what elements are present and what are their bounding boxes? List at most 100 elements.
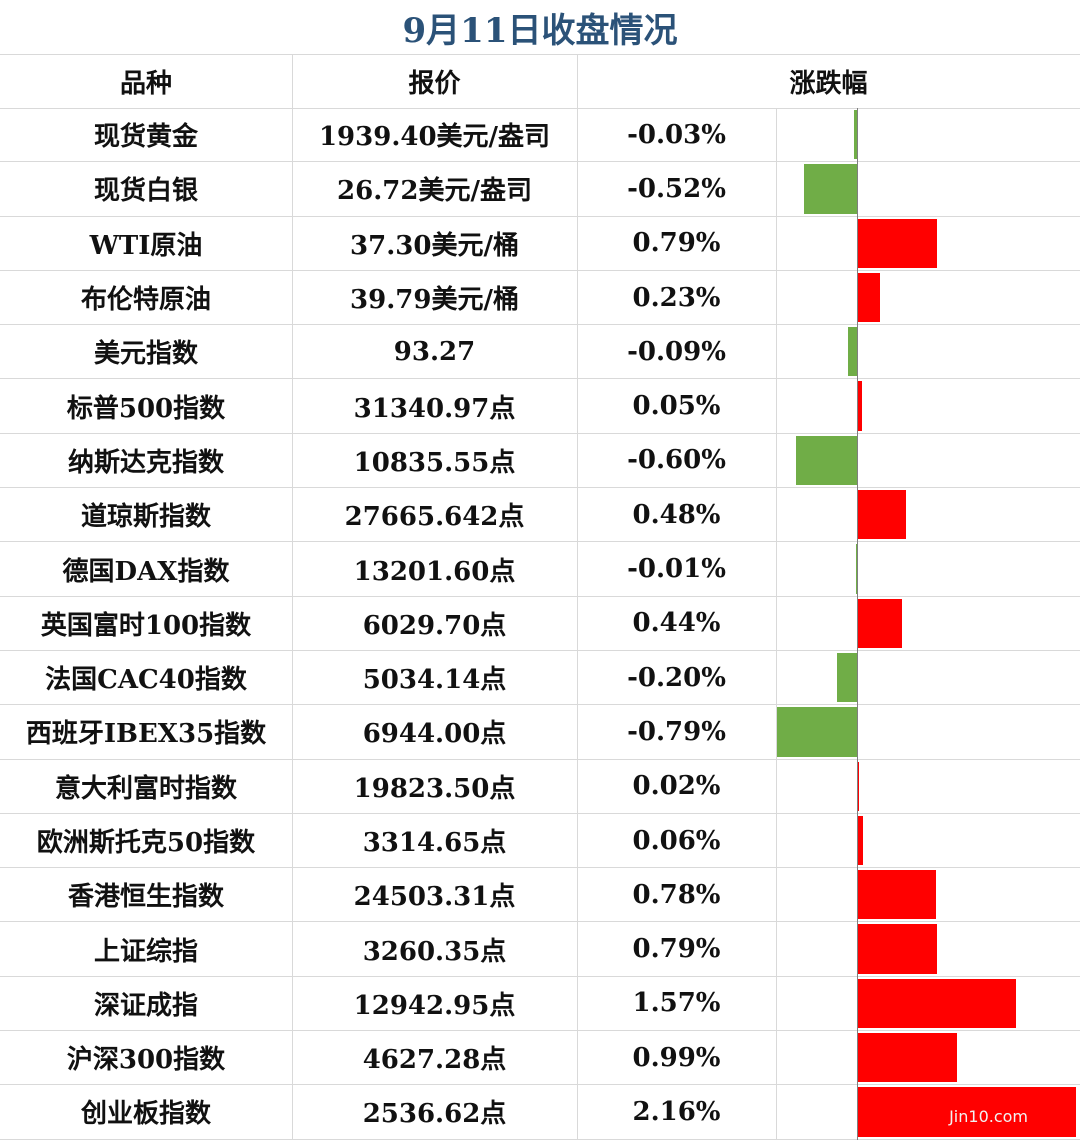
- instrument-name: 道琼斯指数: [80, 502, 211, 533]
- instrument-name: 上证综指: [93, 936, 198, 967]
- instrument-price: 2536.62点: [362, 1099, 507, 1130]
- change-bar: [796, 435, 857, 486]
- instrument-name: 美元指数: [93, 339, 198, 370]
- instrument-price: 10835.55点: [353, 447, 516, 478]
- table-row: 现货白银 26.72美元/盎司 -0.52%: [0, 162, 1080, 217]
- column-divider: [577, 54, 578, 1140]
- instrument-price: 93.27: [393, 336, 476, 367]
- table-header: 品种 报价 涨跌幅: [0, 54, 1080, 109]
- instrument-price: 6029.70点: [362, 610, 507, 641]
- instrument-name: 布伦特原油: [80, 285, 211, 316]
- table-row: 布伦特原油 39.79美元/桶 0.23%: [0, 271, 1080, 326]
- instrument-name: 意大利富时指数: [54, 773, 237, 804]
- table-row: 英国富时100指数 6029.70点 0.44%: [0, 597, 1080, 651]
- change-bar: [857, 381, 863, 431]
- change-bar: [804, 164, 857, 214]
- column-divider: [292, 54, 293, 1140]
- instrument-name: 现货黄金: [93, 122, 198, 153]
- change-percent: -0.60%: [627, 445, 726, 476]
- instrument-name: 香港恒生指数: [67, 882, 224, 913]
- table-row: WTI原油 37.30美元/桶 0.79%: [0, 217, 1080, 271]
- instrument-name: 现货白银: [93, 176, 198, 207]
- instrument-price: 5034.14点: [362, 665, 507, 696]
- instrument-name: 德国DAX指数: [62, 556, 230, 587]
- column-header-name: 品种: [119, 68, 172, 99]
- instrument-name: 欧洲斯托克50指数: [36, 828, 256, 858]
- column-header-price: 报价: [408, 68, 461, 99]
- instrument-price: 3314.65点: [362, 828, 507, 858]
- change-bar: [857, 218, 938, 268]
- instrument-name: 英国富时100指数: [40, 610, 252, 641]
- change-percent: 0.02%: [632, 771, 721, 802]
- instrument-price: 6944.00点: [362, 719, 507, 750]
- table-row: 道琼斯指数 27665.642点 0.48%: [0, 488, 1080, 543]
- change-percent: 0.05%: [632, 391, 721, 422]
- instrument-price: 13201.60点: [353, 556, 516, 587]
- table-row: 意大利富时指数 19823.50点 0.02%: [0, 760, 1080, 814]
- change-percent: 2.16%: [632, 1096, 721, 1127]
- table-row: 标普500指数 31340.97点 0.05%: [0, 379, 1080, 434]
- table-row: 香港恒生指数 24503.31点 0.78%: [0, 868, 1080, 923]
- change-percent: 0.44%: [632, 608, 721, 639]
- table-body: 现货黄金 1939.40美元/盎司 -0.03% 现货白银 26.72美元/盎司 -0.5…: [0, 108, 1080, 1140]
- instrument-name: 纳斯达克指数: [67, 447, 224, 478]
- watermark: Jin10.com: [949, 1107, 1028, 1126]
- instrument-name: 深证成指: [93, 990, 198, 1021]
- table-row: 德国DAX指数 13201.60点 -0.01%: [0, 542, 1080, 597]
- change-percent: 0.99%: [632, 1042, 721, 1073]
- change-percent: 0.79%: [632, 228, 721, 259]
- change-percent: 0.48%: [632, 499, 721, 530]
- change-percent: 0.78%: [632, 879, 721, 910]
- instrument-price: 39.79美元/桶: [350, 285, 519, 316]
- change-bar: [857, 490, 906, 540]
- table-row: 纳斯达克指数 10835.55点 -0.60%: [0, 434, 1080, 489]
- instrument-price: 27665.642点: [344, 502, 525, 533]
- change-bar: [857, 761, 860, 811]
- instrument-price: 19823.50点: [353, 773, 516, 804]
- instrument-price: 26.72美元/盎司: [337, 176, 532, 207]
- table-row: 法国CAC40指数 5034.14点 -0.20%: [0, 651, 1080, 706]
- table-row: 深证成指 12942.95点 1.57%: [0, 977, 1080, 1032]
- change-bar: [847, 327, 857, 377]
- instrument-price: 24503.31点: [353, 882, 516, 913]
- instrument-name: 标普500指数: [66, 393, 226, 424]
- instrument-price: 37.30美元/桶: [350, 230, 519, 261]
- change-bar: [857, 272, 881, 323]
- table-row: 西班牙IBEX35指数 6944.00点 -0.79%: [0, 705, 1080, 760]
- instrument-name: WTI原油: [89, 230, 203, 261]
- change-bar: [836, 652, 857, 703]
- change-percent: -0.52%: [627, 173, 726, 204]
- page-title: 9月11日收盘情况: [0, 0, 1080, 55]
- bar-zero-axis: [857, 108, 858, 1140]
- table-row: 现货黄金 1939.40美元/盎司 -0.03%: [0, 108, 1080, 163]
- change-bar: [855, 544, 857, 594]
- change-bar: [857, 815, 864, 866]
- change-percent: 0.06%: [632, 825, 721, 856]
- change-bar: [857, 870, 936, 920]
- change-bar: [857, 598, 902, 648]
- table-row: 上证综指 3260.35点 0.79%: [0, 922, 1080, 977]
- instrument-name: 创业板指数: [80, 1099, 211, 1130]
- table-row: 欧洲斯托克50指数 3314.65点 0.06%: [0, 814, 1080, 869]
- instrument-name: 西班牙IBEX35指数: [25, 719, 267, 750]
- change-bar: [857, 924, 938, 974]
- instrument-price: 12942.95点: [353, 990, 516, 1021]
- change-percent: -0.20%: [627, 662, 726, 693]
- change-percent: -0.09%: [627, 336, 726, 367]
- instrument-price: 1939.40美元/盎司: [318, 122, 551, 153]
- change-bar: [857, 1087, 1076, 1137]
- change-percent: -0.03%: [627, 119, 726, 150]
- column-header-change: 涨跌幅: [789, 68, 868, 99]
- table-row: 创业板指数 2536.62点 2.16%: [0, 1085, 1080, 1140]
- change-percent: 0.79%: [632, 934, 721, 965]
- instrument-price: 4627.28点: [362, 1045, 507, 1076]
- instrument-name: 沪深300指数: [66, 1045, 226, 1076]
- instrument-price: 3260.35点: [362, 936, 507, 967]
- change-bar: [857, 978, 1017, 1029]
- change-percent: 1.57%: [632, 988, 721, 1019]
- change-bar: [853, 110, 857, 160]
- instrument-name: 法国CAC40指数: [45, 665, 247, 696]
- table-row: 美元指数 93.27 -0.09%: [0, 325, 1080, 380]
- change-bar: [857, 1033, 958, 1083]
